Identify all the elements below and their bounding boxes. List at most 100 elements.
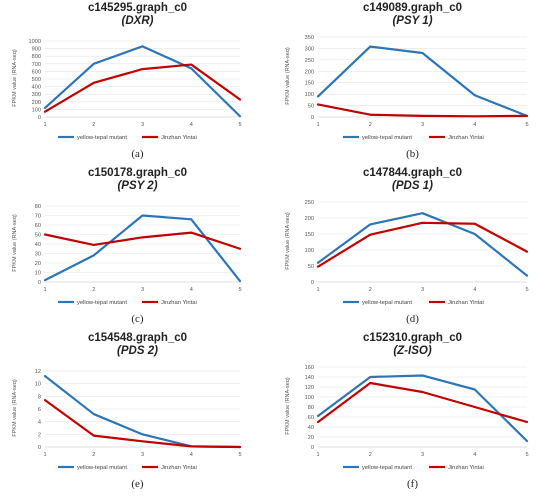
x-tick-label: 4: [190, 452, 193, 458]
x-tick-label: 2: [369, 287, 372, 293]
y-tick-label: 350: [305, 35, 314, 41]
y-tick-label: 160: [305, 365, 314, 371]
data-point: [473, 406, 476, 408]
data-point: [317, 421, 319, 423]
y-tick-label: 40: [35, 242, 41, 248]
data-point: [141, 433, 144, 436]
data-point: [190, 445, 193, 448]
legend-label: Jinzhan Yintai: [448, 465, 484, 471]
y-tick-label: 12: [35, 369, 41, 375]
y-tick-label: 150: [305, 232, 314, 238]
y-tick-label: 900: [32, 47, 41, 53]
x-tick-label: 5: [238, 122, 241, 128]
x-tick-label: 3: [421, 287, 424, 293]
data-point: [317, 95, 319, 98]
y-tick-label: 80: [308, 405, 314, 411]
data-point: [421, 374, 424, 377]
gene-name: (PSY 1): [392, 15, 433, 27]
y-axis-label: FPKM value (RNA-seq): [12, 49, 18, 107]
x-tick-label: 4: [473, 287, 476, 293]
data-point: [317, 415, 319, 417]
data-point: [239, 280, 241, 282]
y-tick-label: 40: [308, 425, 314, 431]
data-point: [369, 223, 372, 226]
x-tick-label: 5: [525, 452, 528, 458]
data-point: [141, 236, 144, 239]
series-line-jinzhan-yintai: [43, 231, 242, 250]
data-point: [141, 68, 144, 71]
x-tick-label: 2: [92, 122, 95, 128]
y-tick-label: 100: [305, 395, 314, 401]
gene-name: (PSY 2): [117, 180, 158, 192]
chart-title: c152310.graph_c0: [362, 332, 463, 344]
line-chart: 0 10 20 30 40 50 60 70 80 1 2 3 4 5 yellow-tepal mutan…: [35, 204, 242, 306]
y-tick-label: 150: [305, 81, 314, 87]
y-tick-label: 70: [35, 214, 41, 220]
data-point: [473, 94, 476, 97]
data-point: [92, 434, 95, 437]
series-line-yellow-tepal-mutant: [43, 45, 242, 118]
y-tick-label: 200: [32, 100, 41, 106]
x-tick-label: 5: [238, 287, 241, 293]
legend-label: yellow-tepal mutant: [362, 300, 412, 306]
series-line-jinzhan-yintai: [43, 399, 242, 449]
legend-label: yellow-tepal mutant: [77, 135, 127, 141]
x-tick-label: 3: [141, 287, 144, 293]
data-point: [44, 279, 46, 281]
y-tick-label: 4: [38, 420, 41, 426]
y-axis-label: FPKM value (RNA-seq): [285, 47, 291, 105]
x-tick-label: 1: [316, 452, 319, 458]
data-point: [141, 214, 144, 217]
y-tick-label: 50: [35, 233, 41, 239]
y-tick-label: 100: [305, 92, 314, 98]
line-chart: 0 50 100 150 200 250 1 2 3 4 5 yellow-tepal mutant J…: [305, 200, 529, 306]
x-tick-label: 4: [190, 287, 193, 293]
x-tick-label: 2: [92, 452, 95, 458]
data-point: [190, 67, 193, 70]
y-tick-label: 6: [38, 407, 41, 413]
x-tick-label: 2: [369, 452, 372, 458]
x-tick-label: 1: [43, 122, 46, 128]
data-point: [317, 265, 319, 268]
chart-title: c149089.graph_c0: [362, 2, 463, 14]
y-tick-label: 0: [38, 280, 41, 286]
data-point: [473, 222, 476, 225]
data-point: [369, 233, 372, 236]
data-point: [44, 375, 46, 377]
y-axis-label: FPKM value (RNA-seq): [12, 379, 18, 437]
y-tick-label: 100: [32, 107, 41, 113]
data-point: [421, 221, 424, 224]
y-axis-label: FPKM value (RNA-seq): [285, 212, 291, 270]
y-tick-label: 700: [32, 62, 41, 68]
data-point: [239, 115, 241, 118]
data-point: [421, 52, 424, 54]
y-tick-label: 0: [311, 445, 314, 451]
series-line-jinzhan-yintai: [316, 103, 529, 118]
data-point: [421, 212, 424, 215]
legend-label: yellow-tepal mutant: [77, 465, 127, 471]
data-point: [44, 399, 46, 402]
series-line-yellow-tepal-mutant: [316, 374, 529, 443]
data-point: [526, 250, 528, 253]
legend-label: Jinzhan Yintai: [161, 300, 197, 306]
legend-label: Jinzhan Yintai: [161, 135, 197, 141]
legend-label: Jinzhan Yintai: [448, 300, 484, 306]
y-tick-label: 250: [305, 58, 314, 64]
data-point: [369, 382, 372, 384]
data-point: [317, 261, 319, 264]
x-tick-label: 4: [473, 122, 476, 128]
y-tick-label: 600: [32, 69, 41, 75]
x-tick-label: 2: [92, 287, 95, 293]
x-tick-label: 1: [316, 122, 319, 128]
y-tick-label: 300: [305, 46, 314, 52]
panel-label: (e): [131, 478, 144, 490]
chart-title: c145295.graph_c0: [87, 2, 188, 14]
x-tick-label: 2: [369, 122, 372, 128]
y-tick-label: 80: [35, 204, 41, 210]
y-tick-label: 0: [311, 115, 314, 121]
panel-label: (c): [131, 313, 144, 325]
y-tick-label: 400: [32, 85, 41, 91]
x-tick-label: 4: [190, 122, 193, 128]
data-point: [369, 113, 372, 116]
